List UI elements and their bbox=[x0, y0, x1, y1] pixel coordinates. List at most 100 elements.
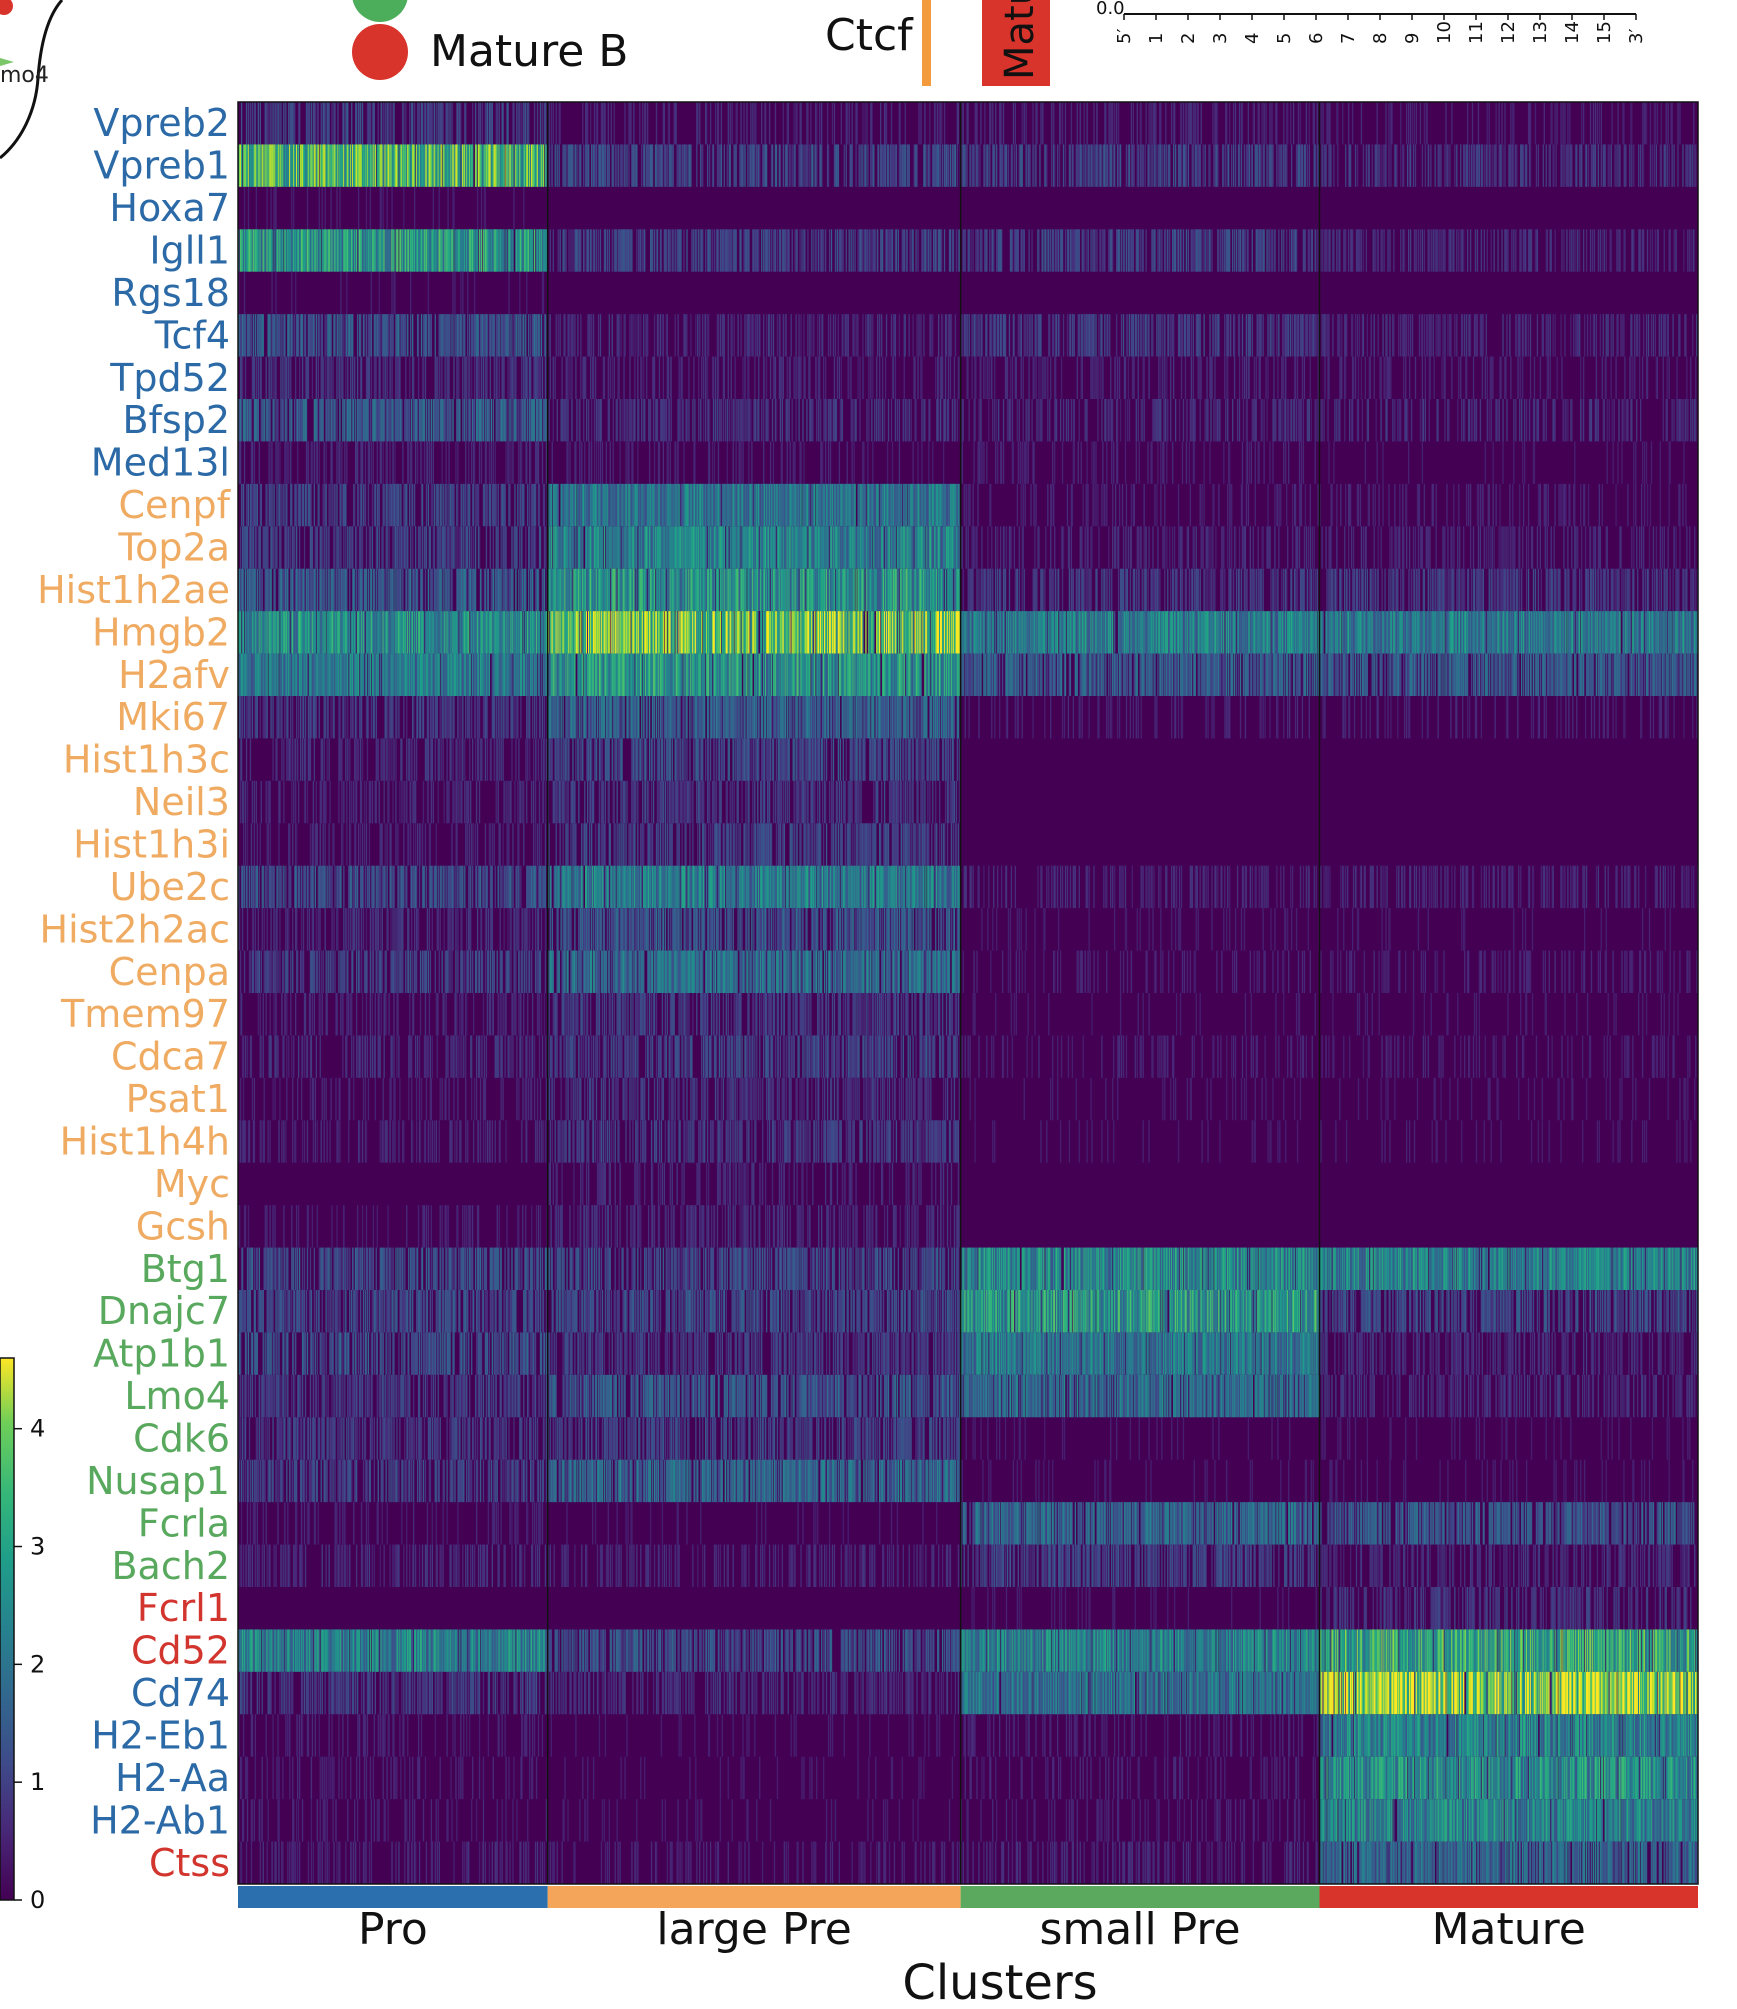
heatmap-cell bbox=[1035, 314, 1036, 357]
heatmap-cell bbox=[816, 229, 817, 272]
heatmap-cell bbox=[669, 102, 670, 145]
heatmap-cell bbox=[1322, 102, 1323, 145]
heatmap-cell bbox=[1500, 144, 1501, 187]
heatmap-cell bbox=[426, 314, 427, 357]
motif-tick-label: 15 bbox=[1594, 21, 1615, 44]
heatmap-cell bbox=[1431, 229, 1432, 272]
heatmap-cell bbox=[1597, 102, 1598, 145]
heatmap-cell bbox=[1492, 144, 1493, 187]
heatmap-cell bbox=[1100, 229, 1101, 272]
heatmap-cell bbox=[1081, 144, 1082, 187]
heatmap-cell bbox=[1003, 102, 1004, 145]
heatmap-cell bbox=[1181, 229, 1182, 272]
heatmap-cell bbox=[1062, 229, 1063, 272]
heatmap-cell bbox=[1484, 144, 1485, 187]
heatmap-cell bbox=[1141, 314, 1142, 357]
heatmap-cell bbox=[1161, 229, 1162, 272]
heatmap-cell bbox=[1141, 102, 1142, 145]
heatmap-cell bbox=[598, 229, 599, 272]
heatmap-cell bbox=[664, 102, 665, 145]
heatmap-cell bbox=[904, 229, 905, 272]
heatmap-cell bbox=[654, 229, 655, 272]
heatmap-cell bbox=[390, 102, 391, 145]
heatmap-cell bbox=[260, 102, 261, 145]
heatmap-cell bbox=[1244, 144, 1245, 187]
heatmap-cell bbox=[1239, 102, 1240, 145]
heatmap-cell bbox=[1233, 144, 1234, 187]
heatmap-cell bbox=[1083, 144, 1084, 187]
heatmap-cell bbox=[1181, 102, 1182, 145]
heatmap-cell bbox=[605, 102, 606, 145]
heatmap-cell bbox=[825, 229, 826, 272]
heatmap-cell bbox=[485, 187, 486, 230]
heatmap-cell bbox=[1415, 144, 1416, 187]
heatmap-cell bbox=[1006, 144, 1007, 187]
heatmap-cell bbox=[971, 314, 972, 357]
heatmap-cell bbox=[963, 102, 964, 145]
heatmap-cell bbox=[583, 144, 584, 187]
heatmap-cell bbox=[1410, 229, 1411, 272]
motif-tick-label: 9 bbox=[1402, 33, 1423, 44]
heatmap-cell bbox=[588, 144, 589, 187]
heatmap-cell bbox=[801, 144, 802, 187]
heatmap-cell bbox=[630, 102, 631, 145]
heatmap-cell bbox=[1104, 314, 1105, 357]
heatmap-cell bbox=[1547, 229, 1548, 272]
heatmap-cell bbox=[812, 144, 813, 187]
heatmap-cell bbox=[647, 314, 648, 357]
heatmap-cell bbox=[1107, 314, 1108, 357]
heatmap-cell bbox=[1201, 229, 1202, 272]
heatmap-cell bbox=[821, 102, 822, 145]
heatmap-cell bbox=[1029, 144, 1030, 187]
heatmap-cell bbox=[714, 229, 715, 272]
heatmap-cell bbox=[1085, 144, 1086, 187]
heatmap-cell bbox=[472, 144, 473, 187]
heatmap-cell bbox=[271, 229, 272, 272]
heatmap-cell bbox=[464, 314, 465, 357]
heatmap-cell bbox=[343, 102, 344, 145]
heatmap-cell bbox=[929, 144, 930, 187]
heatmap-cell bbox=[1032, 102, 1033, 145]
heatmap-cell bbox=[248, 102, 249, 145]
heatmap-cell bbox=[545, 102, 546, 145]
heatmap-cell bbox=[660, 314, 661, 357]
heatmap-cell bbox=[443, 102, 444, 145]
heatmap-cell bbox=[1348, 102, 1349, 145]
heatmap-cell bbox=[891, 314, 892, 357]
heatmap-cell bbox=[642, 102, 643, 145]
heatmap-cell bbox=[1677, 144, 1678, 187]
heatmap-cell bbox=[929, 102, 930, 145]
heatmap-cell bbox=[1472, 102, 1473, 145]
heatmap-cell bbox=[481, 187, 482, 230]
heatmap-cell bbox=[1136, 314, 1137, 357]
heatmap-cell bbox=[1233, 102, 1234, 145]
heatmap-cell bbox=[816, 102, 817, 145]
heatmap-cell bbox=[878, 144, 879, 187]
heatmap-cell bbox=[892, 229, 893, 272]
heatmap-cell bbox=[854, 314, 855, 357]
heatmap-cell bbox=[1228, 314, 1229, 357]
heatmap-cell bbox=[1148, 314, 1149, 357]
heatmap-cell bbox=[1320, 102, 1321, 145]
heatmap-cell bbox=[1444, 229, 1445, 272]
heatmap-row-Rgs18 bbox=[238, 272, 1698, 315]
heatmap-cell bbox=[1490, 144, 1491, 187]
heatmap-cell bbox=[284, 314, 285, 357]
heatmap-cell bbox=[1183, 102, 1184, 145]
heatmap-cell bbox=[747, 144, 748, 187]
heatmap-cell bbox=[1212, 314, 1213, 357]
heatmap-cell bbox=[1229, 102, 1230, 145]
heatmap-cell bbox=[1248, 102, 1249, 145]
heatmap-cell bbox=[1429, 229, 1430, 272]
heatmap-cell bbox=[1477, 229, 1478, 272]
heatmap-cell bbox=[1664, 229, 1665, 272]
heatmap-cell bbox=[699, 102, 700, 145]
heatmap-cell bbox=[989, 229, 990, 272]
heatmap-cell bbox=[476, 144, 477, 187]
heatmap-cell bbox=[918, 314, 919, 357]
heatmap-cell bbox=[1583, 229, 1584, 272]
heatmap-cell bbox=[1057, 144, 1058, 187]
heatmap-cell bbox=[371, 272, 372, 315]
motif-ytick: 0.0 bbox=[1096, 0, 1125, 19]
heatmap-cell bbox=[1408, 229, 1409, 272]
